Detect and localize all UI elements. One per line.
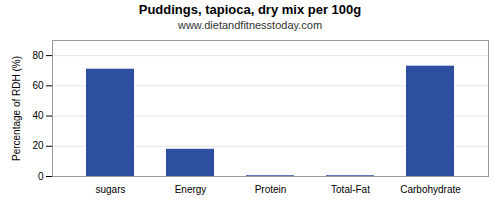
svg-text:Total-Fat: Total-Fat xyxy=(331,184,370,195)
html-text:Puddings, tapioca, dry mix per: Puddings, tapioca, dry mix per 100g xyxy=(138,2,362,17)
svg-text:80: 80 xyxy=(32,50,44,61)
svg-text:60: 60 xyxy=(32,80,44,91)
svg-text:0: 0 xyxy=(38,171,44,182)
html-text:www.dietandfitnesstoday.com: www.dietandfitnesstoday.com xyxy=(178,19,322,31)
svg-text:40: 40 xyxy=(32,110,44,121)
svg-text:Energy: Energy xyxy=(175,184,207,195)
svg-text:sugars: sugars xyxy=(95,184,125,195)
svg-text:Protein: Protein xyxy=(255,184,287,195)
svg-text:20: 20 xyxy=(32,140,44,151)
svg-text:Percentage of RDH (%): Percentage of RDH (%) xyxy=(11,56,22,161)
svg-text:Carbohydrate: Carbohydrate xyxy=(400,184,461,195)
